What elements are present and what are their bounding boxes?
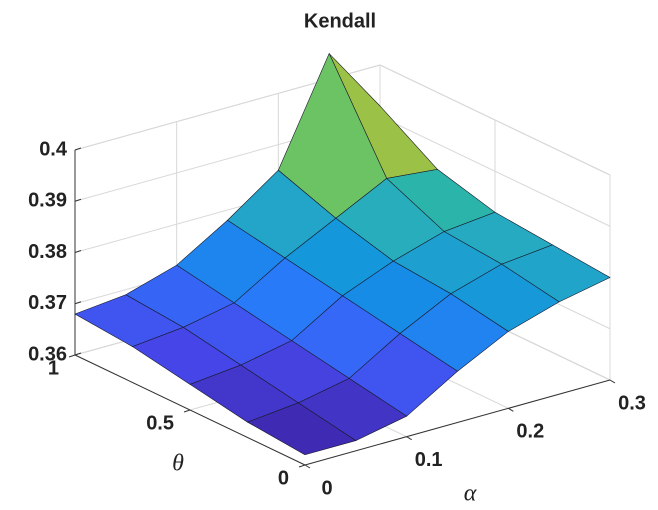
y-axis-label: θ [172,451,184,477]
z-tick-label: 0.4 [39,138,68,160]
x-axis-label: α [464,481,477,507]
tick-mark [74,147,82,151]
x-tick-label: 0.3 [618,392,646,414]
grid-line [379,64,611,176]
tick-mark [68,354,76,358]
surface-patch [246,402,357,456]
tick-mark [74,250,82,253]
tick-mark [508,407,514,412]
z-tick-label: 0.37 [28,292,67,314]
tick-mark [304,464,311,469]
tick-mark [74,352,82,356]
tick-mark [406,436,412,441]
tick-mark [74,301,82,305]
z-tick-label: 0.39 [28,190,67,212]
x-tick-label: 0.1 [415,449,443,471]
y-tick-label: 1 [48,357,59,379]
x-tick-label: 0.2 [516,421,544,443]
tick-mark [298,464,306,468]
tick-mark [183,409,191,413]
chart-title: Kendall [304,10,376,32]
x-tick-label: 0 [321,477,332,499]
tick-mark [609,379,616,384]
tick-mark [74,198,82,202]
y-tick-label: 0.5 [146,412,174,434]
grid-line [379,115,611,227]
z-tick-label: 0.36 [28,343,67,365]
y-tick-label: 0 [278,467,289,489]
z-tick-label: 0.38 [28,241,67,263]
x-axis [304,379,611,466]
